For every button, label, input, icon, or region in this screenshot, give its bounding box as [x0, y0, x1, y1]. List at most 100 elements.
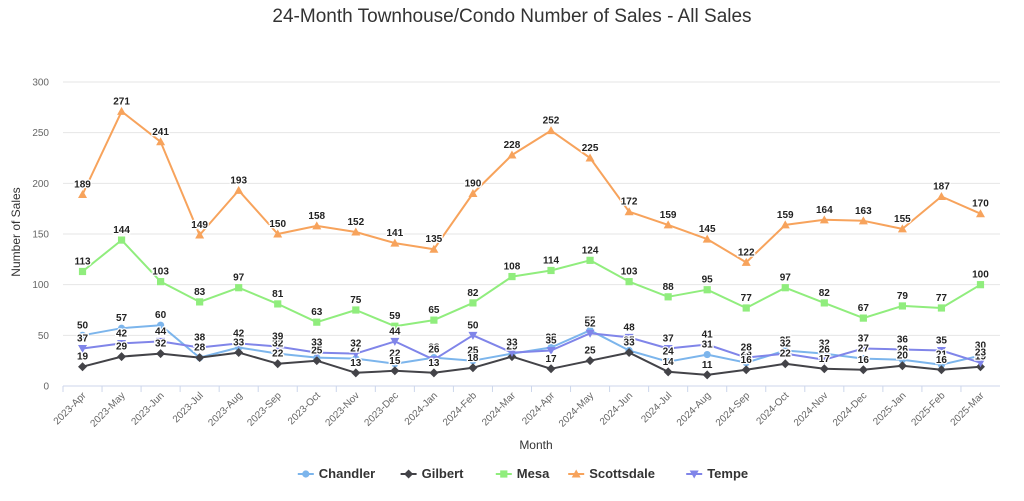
- point-mesa-2025-Mar[interactable]: [976, 281, 985, 289]
- point-scottsdale-2023-May[interactable]: [117, 106, 127, 115]
- point-mesa-2024-Nov[interactable]: [820, 299, 828, 307]
- point-tempe-2023-Sep[interactable]: [273, 342, 283, 351]
- point-gilbert-2023-May[interactable]: [117, 352, 127, 362]
- point-scottsdale-2024-Mar[interactable]: [507, 150, 517, 159]
- series-line-mesa[interactable]: [81, 239, 982, 328]
- point-scottsdale-2023-Jun[interactable]: [156, 137, 166, 146]
- series-line-gilbert[interactable]: [82, 351, 981, 376]
- point-tempe-2024-May[interactable]: [585, 329, 595, 338]
- point-mesa-2024-Feb[interactable]: [469, 299, 477, 307]
- point-gilbert-2024-Apr[interactable]: [546, 364, 556, 374]
- legend-item-scottsdale[interactable]: Scottsdale: [568, 466, 655, 481]
- point-chandler-2025-Mar[interactable]: [976, 352, 985, 360]
- point-chandler-2023-May[interactable]: [117, 324, 126, 332]
- point-scottsdale-2023-Oct[interactable]: [312, 221, 322, 230]
- point-gilbert-2023-Jul[interactable]: [195, 353, 205, 363]
- point-gilbert-2024-Aug[interactable]: [702, 370, 712, 380]
- point-mesa-2024-Sep[interactable]: [742, 304, 750, 312]
- point-tempe-2024-Feb[interactable]: [468, 331, 478, 340]
- point-chandler-2025-Feb[interactable]: [937, 361, 946, 369]
- point-tempe-2024-Jan[interactable]: [429, 356, 439, 365]
- point-mesa-2023-Sep[interactable]: [274, 300, 282, 308]
- point-mesa-2024-Apr[interactable]: [547, 266, 555, 275]
- point-mesa-2023-Aug[interactable]: [235, 284, 243, 292]
- point-scottsdale-2024-Dec[interactable]: [858, 216, 868, 225]
- point-scottsdale-2024-May[interactable]: [585, 153, 595, 162]
- point-tempe-2023-Apr[interactable]: [78, 345, 88, 354]
- point-chandler-2024-Feb[interactable]: [469, 357, 477, 365]
- point-scottsdale-2024-Aug[interactable]: [702, 234, 712, 243]
- series-line-scottsdale[interactable]: [81, 110, 981, 264]
- point-mesa-2023-Jun[interactable]: [157, 278, 165, 286]
- legend-marker-gilbert[interactable]: [404, 469, 414, 479]
- point-tempe-2023-Jun[interactable]: [156, 337, 166, 346]
- point-tempe-2024-Mar[interactable]: [507, 349, 517, 358]
- point-tempe-2023-May[interactable]: [117, 339, 127, 348]
- point-scottsdale-2023-Dec[interactable]: [390, 238, 400, 247]
- point-tempe-2024-Oct[interactable]: [780, 350, 790, 359]
- point-gilbert-2023-Jun[interactable]: [156, 349, 166, 359]
- point-chandler-2024-Sep[interactable]: [742, 359, 750, 367]
- legend-item-tempe[interactable]: Tempe: [686, 466, 748, 481]
- point-mesa-2023-Nov[interactable]: [352, 306, 360, 314]
- point-gilbert-2023-Sep[interactable]: [273, 359, 283, 369]
- point-gilbert-2025-Feb[interactable]: [936, 365, 946, 375]
- point-mesa-2024-Jul[interactable]: [664, 293, 672, 301]
- point-tempe-2025-Jan[interactable]: [897, 346, 907, 355]
- point-tempe-2024-Dec[interactable]: [858, 345, 868, 354]
- point-tempe-2024-Aug[interactable]: [702, 340, 712, 349]
- point-chandler-2024-Jul[interactable]: [664, 358, 672, 366]
- point-gilbert-2025-Jan[interactable]: [897, 361, 907, 371]
- point-tempe-2023-Nov[interactable]: [351, 350, 361, 359]
- point-mesa-2024-Aug[interactable]: [703, 286, 711, 294]
- point-scottsdale-2025-Mar[interactable]: [975, 209, 985, 218]
- point-gilbert-2024-Sep[interactable]: [741, 365, 751, 375]
- point-chandler-2023-Jun[interactable]: [157, 321, 165, 329]
- point-gilbert-2024-Jan[interactable]: [429, 368, 439, 378]
- point-mesa-2024-Mar[interactable]: [508, 272, 516, 281]
- point-mesa-2024-Jan[interactable]: [430, 316, 438, 324]
- point-chandler-2025-Jan[interactable]: [898, 356, 906, 364]
- point-chandler-2024-Aug[interactable]: [703, 350, 711, 359]
- point-gilbert-2024-Nov[interactable]: [819, 364, 829, 374]
- point-mesa-2023-Apr[interactable]: [78, 267, 87, 276]
- point-mesa-2024-Dec[interactable]: [859, 314, 867, 322]
- point-scottsdale-2025-Feb[interactable]: [936, 192, 946, 201]
- point-scottsdale-2023-Aug[interactable]: [234, 185, 244, 194]
- point-scottsdale-2024-Jan[interactable]: [429, 244, 439, 253]
- point-scottsdale-2024-Oct[interactable]: [780, 220, 790, 229]
- point-tempe-2023-Oct[interactable]: [312, 349, 322, 358]
- point-tempe-2025-Mar[interactable]: [975, 359, 985, 368]
- point-gilbert-2024-Feb[interactable]: [468, 363, 478, 373]
- point-scottsdale-2023-Nov[interactable]: [351, 227, 361, 236]
- series-line-tempe[interactable]: [82, 332, 981, 364]
- point-mesa-2025-Feb[interactable]: [937, 304, 946, 312]
- point-mesa-2023-May[interactable]: [117, 236, 126, 244]
- legend-marker-scottsdale[interactable]: [571, 469, 581, 478]
- legend-marker-chandler[interactable]: [302, 470, 310, 478]
- point-scottsdale-2024-Sep[interactable]: [741, 257, 751, 266]
- point-mesa-2023-Dec[interactable]: [391, 322, 399, 330]
- point-mesa-2023-Jul[interactable]: [196, 298, 204, 306]
- legend-item-chandler[interactable]: Chandler: [297, 466, 375, 481]
- point-gilbert-2024-Dec[interactable]: [858, 365, 868, 375]
- point-mesa-2025-Jan[interactable]: [898, 302, 906, 310]
- point-gilbert-2024-Oct[interactable]: [780, 359, 790, 369]
- point-chandler-2023-Dec[interactable]: [391, 360, 399, 368]
- point-tempe-2024-Apr[interactable]: [546, 347, 556, 356]
- point-tempe-2023-Jul[interactable]: [195, 343, 205, 352]
- point-tempe-2025-Feb[interactable]: [936, 347, 946, 356]
- point-scottsdale-2024-Apr[interactable]: [546, 126, 556, 135]
- point-scottsdale-2024-Nov[interactable]: [819, 215, 829, 224]
- point-scottsdale-2024-Jul[interactable]: [663, 220, 673, 229]
- point-chandler-2024-Nov[interactable]: [820, 349, 828, 358]
- legend-item-gilbert[interactable]: Gilbert: [400, 466, 465, 481]
- point-chandler-2023-Apr[interactable]: [78, 331, 87, 339]
- point-tempe-2023-Aug[interactable]: [234, 339, 244, 348]
- point-gilbert-2023-Dec[interactable]: [390, 366, 400, 376]
- point-tempe-2024-Sep[interactable]: [741, 354, 751, 363]
- point-scottsdale-2024-Jun[interactable]: [624, 207, 634, 216]
- point-tempe-2024-Jul[interactable]: [663, 345, 673, 354]
- legend-marker-tempe[interactable]: [689, 470, 699, 479]
- legend-item-mesa[interactable]: Mesa: [495, 466, 550, 481]
